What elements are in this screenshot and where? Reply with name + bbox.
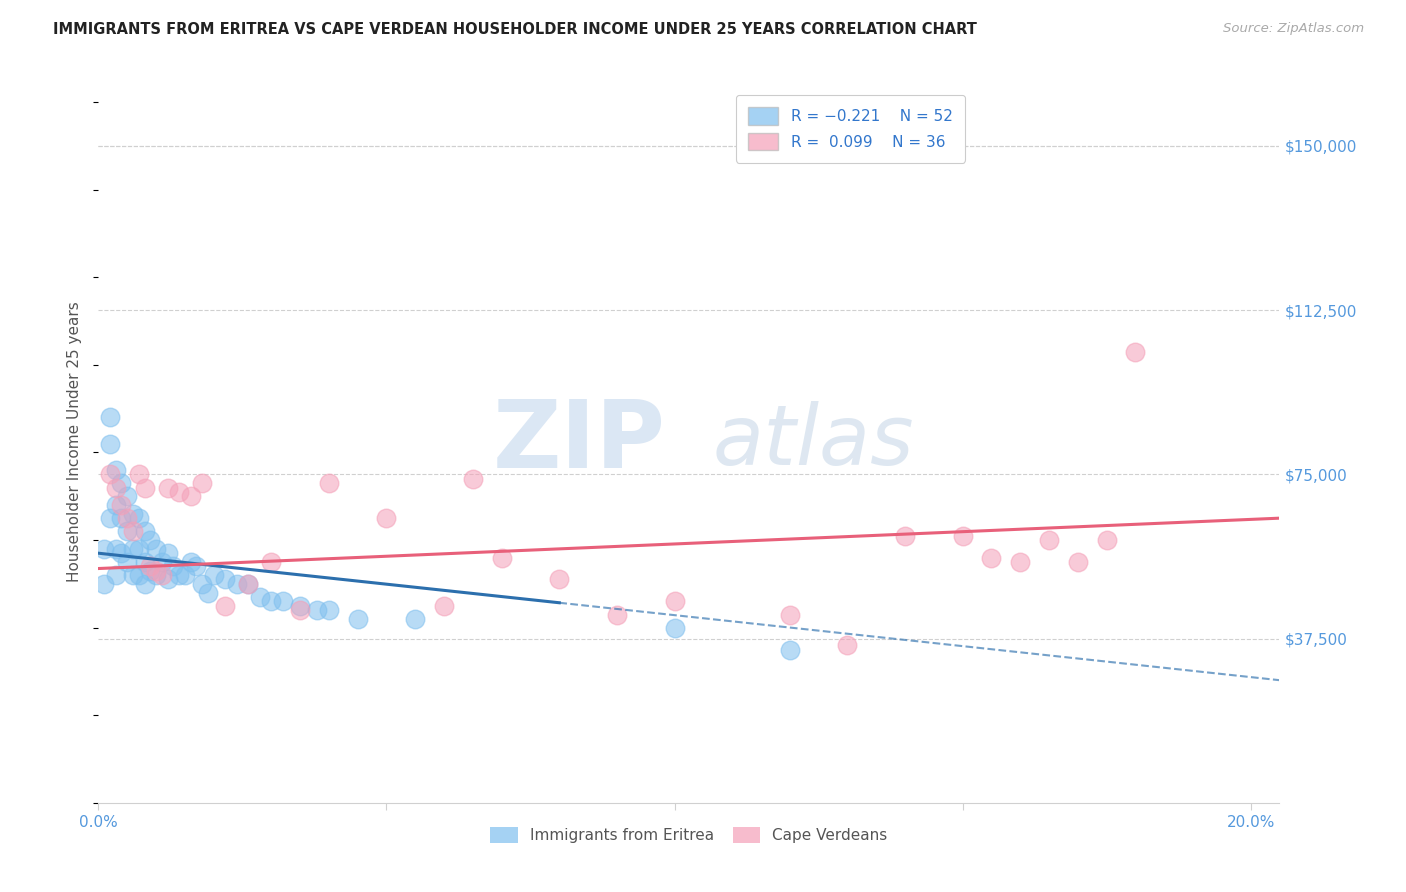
Point xyxy=(122,507,145,521)
Point xyxy=(271,594,294,608)
Point xyxy=(139,564,162,578)
Point xyxy=(104,498,127,512)
Point xyxy=(110,546,132,560)
Point xyxy=(115,555,138,569)
Point xyxy=(606,607,628,622)
Text: Source: ZipAtlas.com: Source: ZipAtlas.com xyxy=(1223,22,1364,36)
Point xyxy=(214,599,236,613)
Point xyxy=(128,467,150,482)
Point xyxy=(1010,555,1032,569)
Point xyxy=(318,476,340,491)
Point xyxy=(104,463,127,477)
Point xyxy=(404,612,426,626)
Point xyxy=(122,568,145,582)
Point xyxy=(664,621,686,635)
Point xyxy=(202,568,225,582)
Point xyxy=(433,599,456,613)
Point xyxy=(1125,344,1147,359)
Point xyxy=(238,577,260,591)
Point xyxy=(110,498,132,512)
Point xyxy=(115,489,138,503)
Point xyxy=(104,481,127,495)
Point xyxy=(156,546,179,560)
Point xyxy=(93,541,115,556)
Point xyxy=(491,550,513,565)
Point xyxy=(156,573,179,587)
Point xyxy=(115,511,138,525)
Point xyxy=(145,541,167,556)
Point xyxy=(98,436,121,450)
Point xyxy=(307,603,329,617)
Point xyxy=(167,484,190,499)
Point xyxy=(461,472,484,486)
Point xyxy=(98,467,121,482)
Point xyxy=(93,577,115,591)
Point xyxy=(173,568,195,582)
Point xyxy=(167,568,190,582)
Point xyxy=(115,524,138,539)
Point xyxy=(214,573,236,587)
Point xyxy=(186,559,208,574)
Point xyxy=(134,555,156,569)
Point xyxy=(145,564,167,578)
Point xyxy=(134,481,156,495)
Point xyxy=(134,577,156,591)
Point xyxy=(664,594,686,608)
Point xyxy=(837,638,859,652)
Point xyxy=(1095,533,1118,547)
Point xyxy=(139,533,162,547)
Point xyxy=(1038,533,1060,547)
Point xyxy=(180,555,202,569)
Point xyxy=(375,511,398,525)
Point xyxy=(162,559,184,574)
Point xyxy=(134,524,156,539)
Point xyxy=(122,524,145,539)
Point xyxy=(260,594,283,608)
Point xyxy=(104,568,127,582)
Point xyxy=(197,585,219,599)
Point xyxy=(894,529,917,543)
Point xyxy=(346,612,368,626)
Point xyxy=(145,568,167,582)
Point xyxy=(156,481,179,495)
Point xyxy=(128,568,150,582)
Point xyxy=(779,607,801,622)
Point xyxy=(98,511,121,525)
Point xyxy=(779,642,801,657)
Point xyxy=(548,573,571,587)
Point xyxy=(225,577,247,591)
Point xyxy=(249,590,271,604)
Point xyxy=(288,599,311,613)
Text: atlas: atlas xyxy=(713,401,914,482)
Point xyxy=(150,555,173,569)
Point xyxy=(150,568,173,582)
Point xyxy=(110,511,132,525)
Point xyxy=(128,541,150,556)
Point xyxy=(110,476,132,491)
Point xyxy=(122,541,145,556)
Point xyxy=(952,529,974,543)
Point xyxy=(288,603,311,617)
Legend: Immigrants from Eritrea, Cape Verdeans: Immigrants from Eritrea, Cape Verdeans xyxy=(484,822,894,849)
Point xyxy=(980,550,1002,565)
Point xyxy=(191,476,214,491)
Point xyxy=(98,410,121,425)
Point xyxy=(191,577,214,591)
Text: ZIP: ZIP xyxy=(492,395,665,488)
Point xyxy=(104,541,127,556)
Point xyxy=(238,577,260,591)
Text: IMMIGRANTS FROM ERITREA VS CAPE VERDEAN HOUSEHOLDER INCOME UNDER 25 YEARS CORREL: IMMIGRANTS FROM ERITREA VS CAPE VERDEAN … xyxy=(53,22,977,37)
Y-axis label: Householder Income Under 25 years: Householder Income Under 25 years xyxy=(67,301,83,582)
Point xyxy=(1067,555,1090,569)
Point xyxy=(128,511,150,525)
Point xyxy=(318,603,340,617)
Point xyxy=(260,555,283,569)
Point xyxy=(180,489,202,503)
Point xyxy=(139,559,162,574)
